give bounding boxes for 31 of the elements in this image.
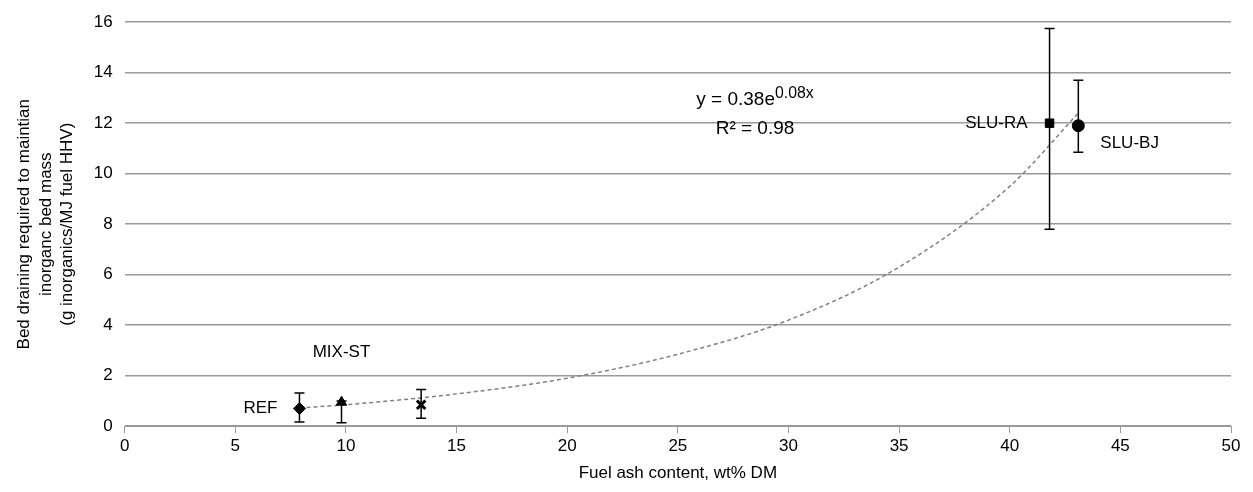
point bbox=[415, 399, 427, 411]
y-tick-label: 0 bbox=[103, 415, 113, 435]
series-label: REF bbox=[243, 398, 278, 418]
x-tick-label: 50 bbox=[1221, 436, 1241, 456]
y-tick-label: 8 bbox=[103, 213, 113, 233]
x-tick-label: 25 bbox=[668, 436, 688, 456]
x-tick-label: 45 bbox=[1110, 436, 1130, 456]
x-tick-label: 30 bbox=[779, 436, 798, 456]
y-tick-label: 10 bbox=[93, 163, 113, 183]
series-label: SLU-BJ bbox=[1100, 133, 1159, 153]
annotation: y = 0.38e$^{0.08x}$ bbox=[695, 84, 815, 111]
x-tick-label: 35 bbox=[889, 436, 909, 456]
point bbox=[1044, 118, 1055, 128]
x-tick-label: 0 bbox=[119, 436, 130, 456]
y-tick-label: 6 bbox=[103, 264, 113, 284]
series-label: SLU-RA bbox=[965, 112, 1029, 132]
x-axis-title: Fuel ash content, wt% DM bbox=[578, 463, 778, 483]
y-tick-label: 4 bbox=[103, 314, 113, 334]
x-tick-label: 20 bbox=[557, 436, 577, 456]
y-tick-label: 16 bbox=[93, 11, 113, 31]
x-tick-label: 10 bbox=[336, 436, 356, 456]
x-tick-label: 15 bbox=[447, 436, 467, 456]
y-axis-title: Bed draining required to maintian inorganc bed mass (g inorganics/MJ fuel HHV) bbox=[14, 98, 76, 350]
point bbox=[1071, 119, 1085, 133]
y-tick-label: 2 bbox=[103, 365, 113, 385]
y-tick-label: 14 bbox=[93, 62, 113, 82]
x-tick-label: 5 bbox=[230, 436, 241, 456]
annotation: R² = 0.98 bbox=[714, 117, 796, 139]
text: MIX-ST bbox=[312, 341, 371, 361]
x-tick-label: 40 bbox=[1000, 436, 1020, 456]
y-tick-label: 12 bbox=[93, 112, 113, 132]
